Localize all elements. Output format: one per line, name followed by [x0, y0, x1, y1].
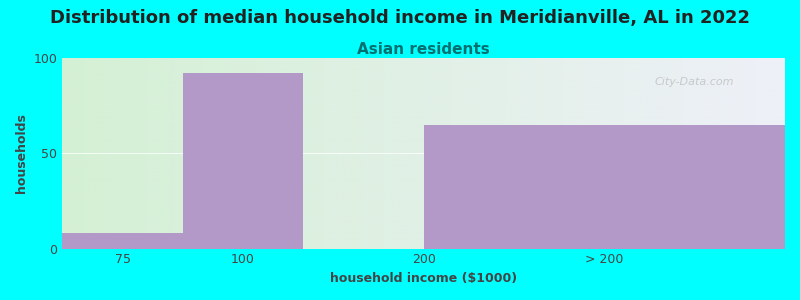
Title: Asian residents: Asian residents: [358, 42, 490, 57]
Y-axis label: households: households: [15, 113, 28, 193]
Text: Distribution of median household income in Meridianville, AL in 2022: Distribution of median household income …: [50, 9, 750, 27]
Text: City-Data.com: City-Data.com: [655, 77, 734, 87]
Bar: [182, 74, 303, 249]
Bar: [424, 125, 785, 249]
X-axis label: household income ($1000): household income ($1000): [330, 272, 518, 285]
Bar: [62, 233, 182, 249]
